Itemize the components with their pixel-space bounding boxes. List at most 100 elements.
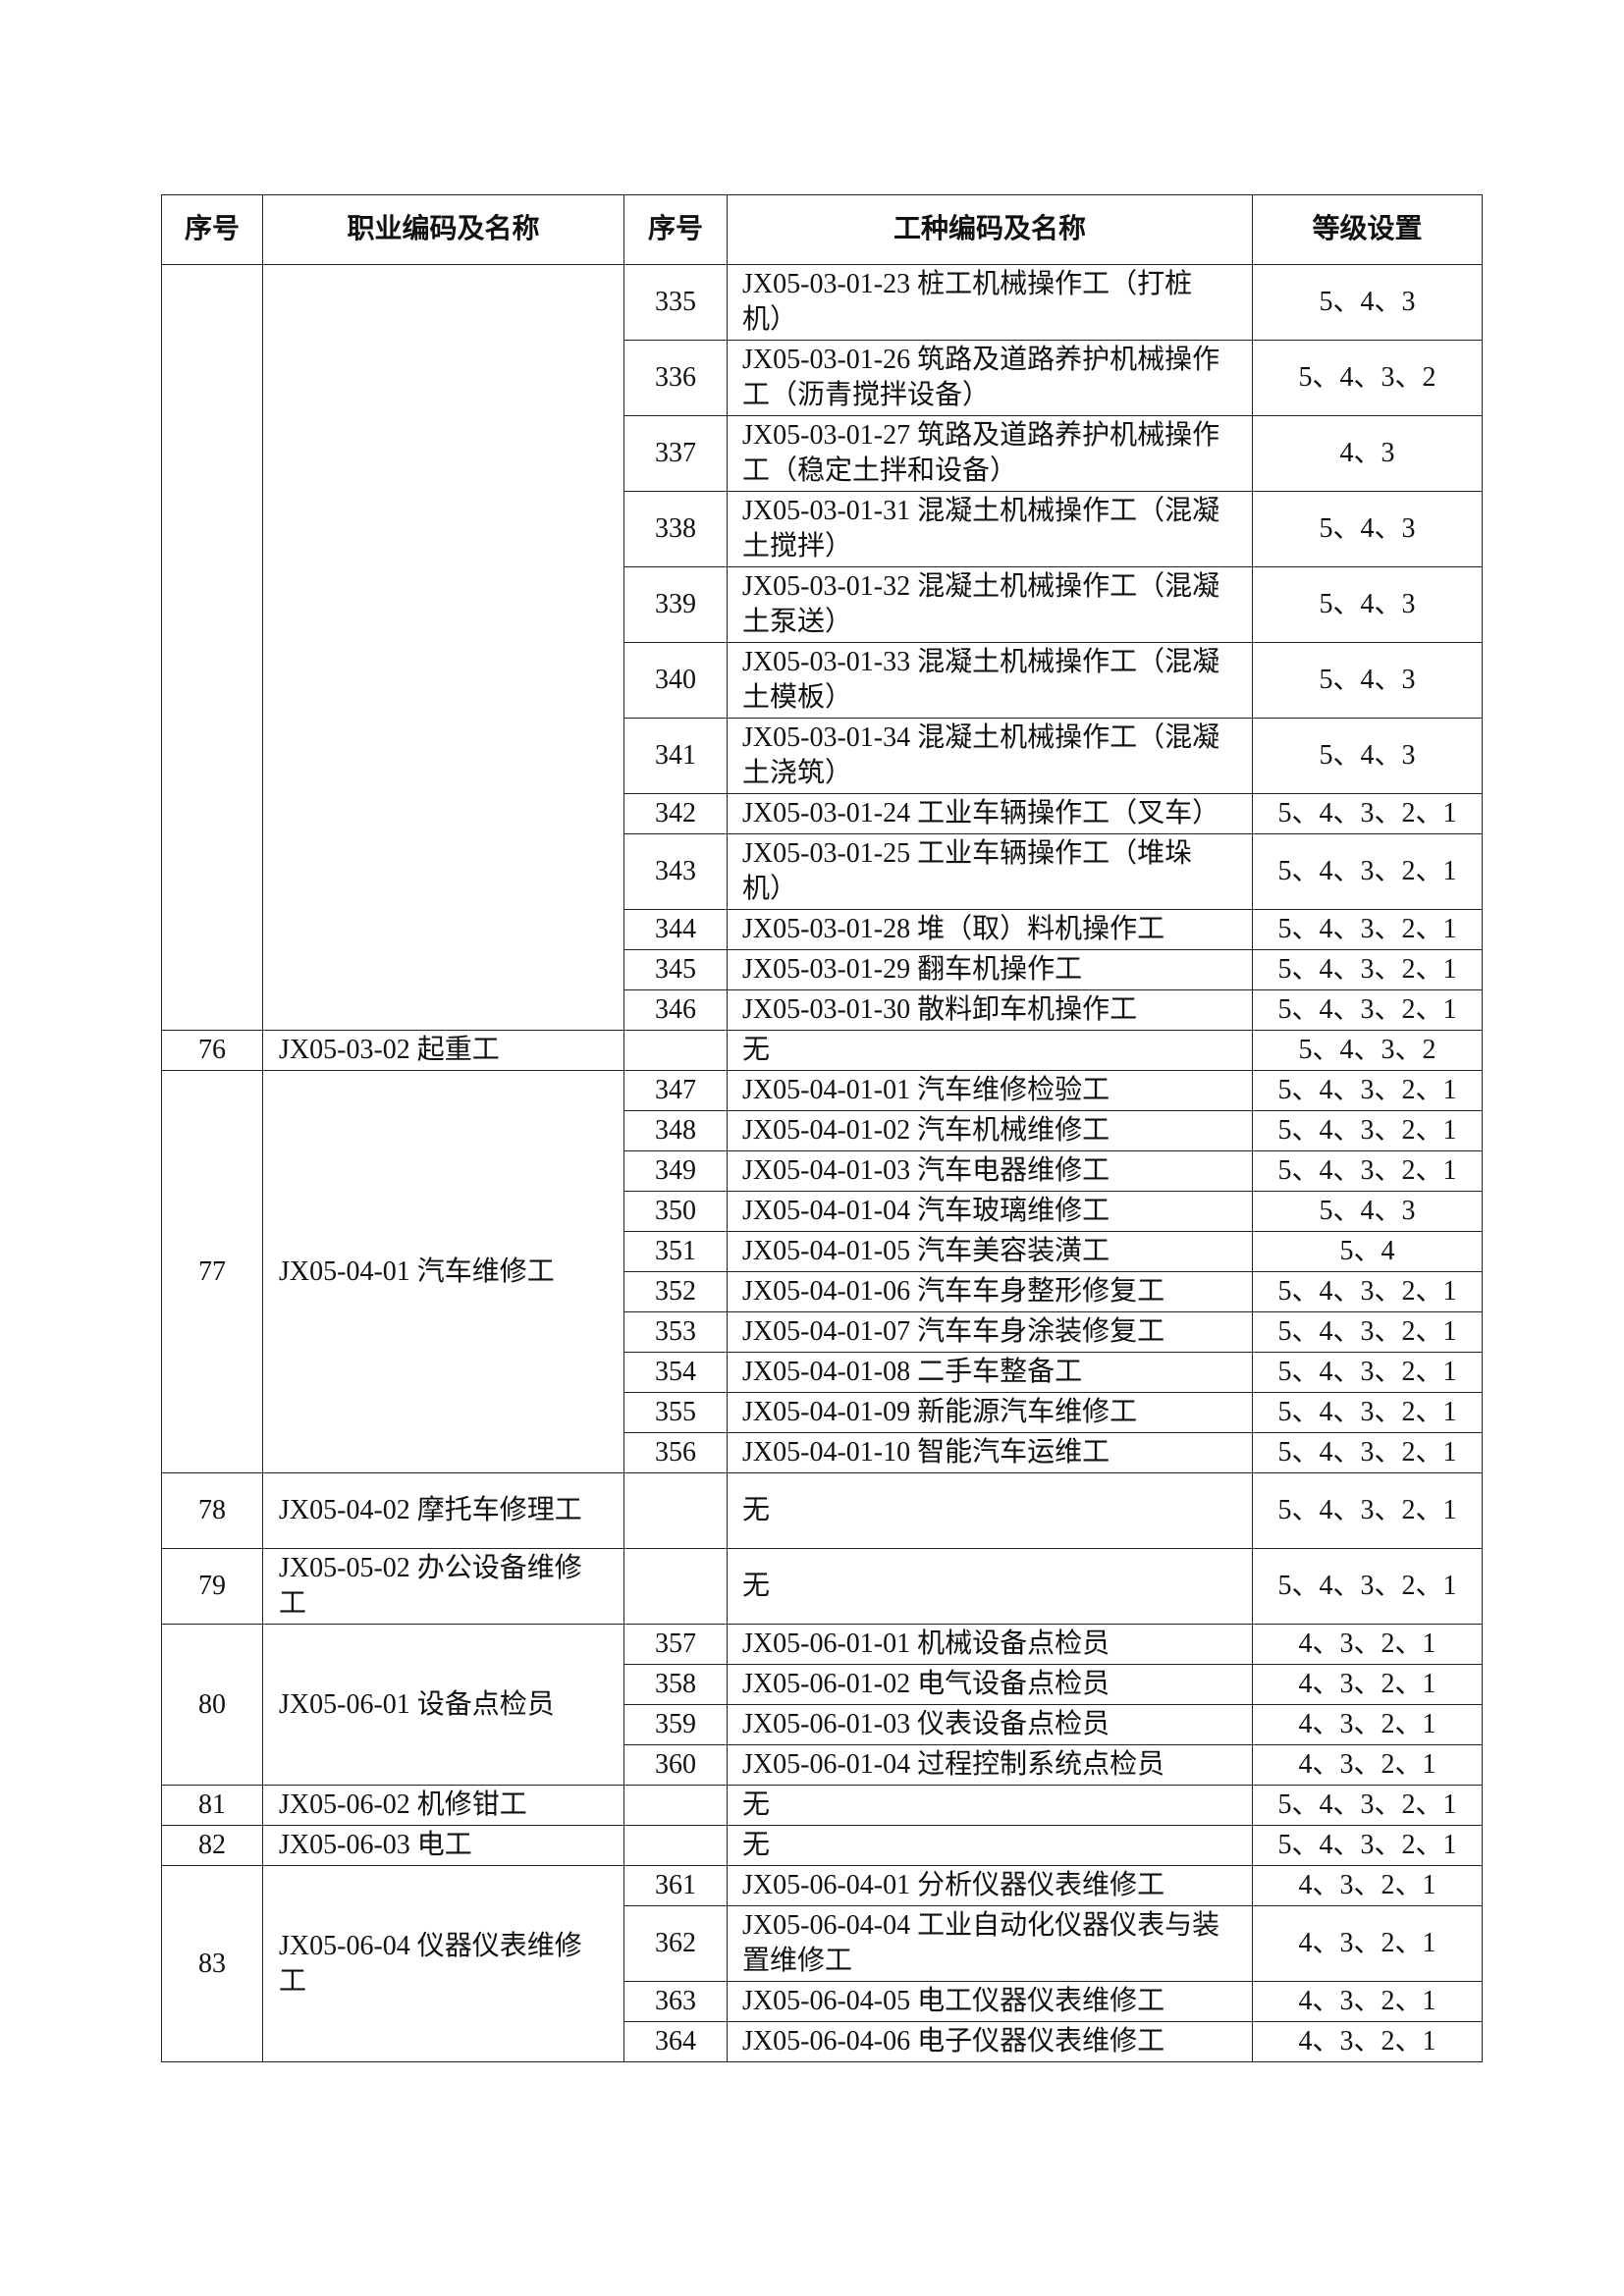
level-setting: 5、4、3、2、1 <box>1252 949 1483 990</box>
level-setting: 4、3、2、1 <box>1252 2021 1483 2062</box>
table-row: 358 JX05-06-01-02 电气设备点检员 4、3、2、1 <box>162 1664 1483 1705</box>
table-row: 354 JX05-04-01-08 二手车整备工 5、4、3、2、1 <box>162 1352 1483 1393</box>
occupation-seq: 76 <box>161 1030 263 1071</box>
table-row: 79 JX05-05-02 办公设备维修工 无 5、4、3、2、1 <box>161 1548 1483 1625</box>
worktype-name: 无 <box>727 1030 1253 1071</box>
level-setting: 5、4、3、2、1 <box>1252 1825 1483 1866</box>
worktype-name: JX05-04-01-09 新能源汽车维修工 <box>727 1392 1253 1433</box>
level-setting: 5、4、3、2、1 <box>1252 1472 1483 1549</box>
worktype-seq: 357 <box>623 1624 728 1665</box>
worktype-seq: 352 <box>623 1271 728 1312</box>
worktype-name: JX05-06-04-01 分析仪器仪表维修工 <box>727 1865 1253 1906</box>
worktype-seq: 360 <box>623 1744 728 1786</box>
occupation-name: JX05-06-01 设备点检员 <box>262 1624 624 1786</box>
worktype-name: JX05-06-01-02 电气设备点检员 <box>727 1664 1253 1705</box>
worktype-name: JX05-06-01-04 过程控制系统点检员 <box>727 1744 1253 1786</box>
table-row: 82 JX05-06-03 电工 无 5、4、3、2、1 <box>161 1825 1483 1866</box>
level-setting: 5、4、3、2、1 <box>1252 1271 1483 1312</box>
level-setting: 5、4、3、2、1 <box>1252 793 1483 834</box>
level-setting: 5、4、3 <box>1252 491 1483 567</box>
worktype-name: JX05-03-01-23 桩工机械操作工（打桩机） <box>727 264 1253 341</box>
worktype-seq: 364 <box>623 2021 728 2062</box>
occupation-seq: 80 <box>161 1624 263 1786</box>
level-setting: 5、4、3、2 <box>1252 340 1483 416</box>
occupation-seq: 78 <box>161 1472 263 1549</box>
worktype-seq <box>623 1785 728 1826</box>
level-setting: 5、4、3、2、1 <box>1252 1548 1483 1625</box>
table-row: 76 JX05-03-02 起重工 无 5、4、3、2 <box>161 1030 1483 1071</box>
worktype-seq <box>623 1548 728 1625</box>
occupation-name: JX05-06-02 机修钳工 <box>262 1785 624 1826</box>
level-setting: 5、4、3、2、1 <box>1252 1785 1483 1826</box>
table-row: 364 JX05-06-04-06 电子仪器仪表维修工 4、3、2、1 <box>162 2021 1483 2062</box>
table-row: 352 JX05-04-01-06 汽车车身整形修复工 5、4、3、2、1 <box>162 1271 1483 1312</box>
occupation-table: 序号 职业编码及名称 序号 工种编码及名称 等级设置 335 JX05-03-01… <box>161 194 1483 2062</box>
worktype-seq: 341 <box>623 718 728 794</box>
worktype-name: JX05-03-01-33 混凝土机械操作工（混凝土模板） <box>727 642 1253 719</box>
worktype-seq: 353 <box>623 1311 728 1353</box>
worktype-seq: 350 <box>623 1191 728 1232</box>
level-setting: 5、4、3、2、1 <box>1252 1352 1483 1393</box>
worktype-name: JX05-03-01-32 混凝土机械操作工（混凝土泵送） <box>727 566 1253 643</box>
level-setting: 5、4、3、2、1 <box>1252 909 1483 950</box>
table-row: 335 JX05-03-01-23 桩工机械操作工（打桩机） 5、4、3 <box>161 264 1483 1031</box>
header-row: 序号 职业编码及名称 序号 工种编码及名称 等级设置 <box>161 194 1483 265</box>
worktype-name: JX05-04-01-02 汽车机械维修工 <box>727 1110 1253 1151</box>
occupation-seq: 82 <box>161 1825 263 1866</box>
header-levels: 等级设置 <box>1252 194 1483 265</box>
worktype-name: JX05-04-01-10 智能汽车运维工 <box>727 1432 1253 1473</box>
header-seq: 序号 <box>161 194 263 265</box>
table-row: 77 JX05-04-01 汽车维修工 347 JX05-04-01-01 汽车维修检… <box>161 1070 1483 1473</box>
worktype-seq: 354 <box>623 1352 728 1393</box>
level-setting: 5、4、3、2、1 <box>1252 1311 1483 1353</box>
occupation-seq <box>161 264 263 1031</box>
table-row: 356 JX05-04-01-10 智能汽车运维工 5、4、3、2、1 <box>162 1432 1483 1473</box>
worktype-seq: 335 <box>623 264 728 341</box>
level-setting: 5、4、3、2、1 <box>1252 833 1483 910</box>
worktype-name: JX05-03-01-29 翻车机操作工 <box>727 949 1253 990</box>
level-setting: 5、4、3、2 <box>1252 1030 1483 1071</box>
level-setting: 5、4、3、2、1 <box>1252 1110 1483 1151</box>
worktype-seq: 348 <box>623 1110 728 1151</box>
worktype-name: JX05-04-01-01 汽车维修检验工 <box>727 1070 1253 1111</box>
table-row: 342 JX05-03-01-24 工业车辆操作工（叉车） 5、4、3、2、1 <box>162 793 1483 834</box>
worktype-name: JX05-03-01-26 筑路及道路养护机械操作工（沥青搅拌设备） <box>727 340 1253 416</box>
occupation-name: JX05-05-02 办公设备维修工 <box>262 1548 624 1625</box>
table-row: 346 JX05-03-01-30 散料卸车机操作工 5、4、3、2、1 <box>162 989 1483 1031</box>
worktype-seq <box>623 1472 728 1549</box>
level-setting: 4、3、2、1 <box>1252 1664 1483 1705</box>
worktype-name: JX05-03-01-27 筑路及道路养护机械操作工（稳定土拌和设备） <box>727 415 1253 492</box>
worktype-seq: 347 <box>623 1070 728 1111</box>
level-setting: 5、4、3、2、1 <box>1252 1392 1483 1433</box>
table-row: 353 JX05-04-01-07 汽车车身涂装修复工 5、4、3、2、1 <box>162 1311 1483 1353</box>
worktype-seq: 343 <box>623 833 728 910</box>
worktype-seq: 346 <box>623 989 728 1031</box>
worktype-name: 无 <box>727 1785 1253 1826</box>
worktype-seq: 356 <box>623 1432 728 1473</box>
table-row: 340 JX05-03-01-33 混凝土机械操作工（混凝土模板） 5、4、3 <box>162 642 1483 719</box>
occupation-seq: 83 <box>161 1865 263 2062</box>
level-setting: 4、3 <box>1252 415 1483 492</box>
table-row: 343 JX05-03-01-25 工业车辆操作工（堆垛机） 5、4、3、2、1 <box>162 833 1483 910</box>
level-setting: 5、4、3、2、1 <box>1252 1070 1483 1111</box>
table-row: 351 JX05-04-01-05 汽车美容装潢工 5、4 <box>162 1231 1483 1272</box>
worktype-seq: 362 <box>623 1905 728 1982</box>
worktype-name: JX05-03-01-25 工业车辆操作工（堆垛机） <box>727 833 1253 910</box>
worktype-name: JX05-04-01-06 汽车车身整形修复工 <box>727 1271 1253 1312</box>
header-seq2: 序号 <box>623 194 728 265</box>
worktype-seq: 345 <box>623 949 728 990</box>
worktype-seq: 349 <box>623 1150 728 1192</box>
level-setting: 5、4、3 <box>1252 566 1483 643</box>
worktype-name: JX05-03-01-34 混凝土机械操作工（混凝土浇筑） <box>727 718 1253 794</box>
worktype-name: JX05-03-01-30 散料卸车机操作工 <box>727 989 1253 1031</box>
worktype-name: JX05-04-01-04 汽车玻璃维修工 <box>727 1191 1253 1232</box>
level-setting: 4、3、2、1 <box>1252 1744 1483 1786</box>
table-row: 360 JX05-06-01-04 过程控制系统点检员 4、3、2、1 <box>162 1744 1483 1786</box>
table-row: 344 JX05-03-01-28 堆（取）料机操作工 5、4、3、2、1 <box>162 909 1483 950</box>
worktype-name: JX05-06-04-04 工业自动化仪器仪表与装置维修工 <box>727 1905 1253 1982</box>
level-setting: 4、3、2、1 <box>1252 1865 1483 1906</box>
worktype-seq: 344 <box>623 909 728 950</box>
level-setting: 5、4、3、2、1 <box>1252 989 1483 1031</box>
worktype-seq <box>623 1825 728 1866</box>
level-setting: 4、3、2、1 <box>1252 1704 1483 1745</box>
